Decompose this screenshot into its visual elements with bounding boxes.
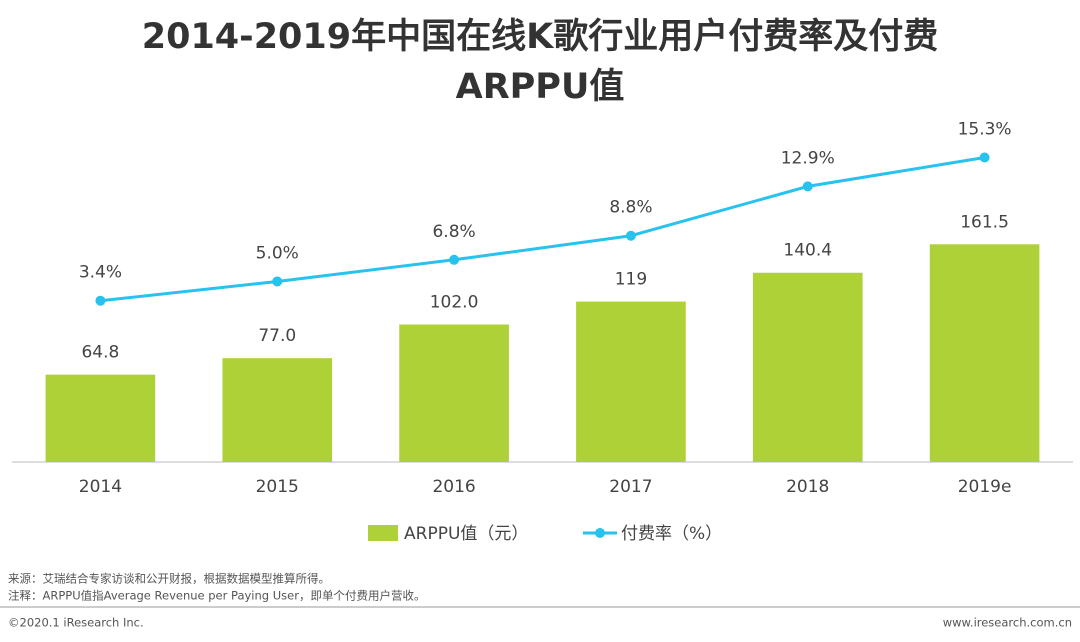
data-label: 161.5 [960,212,1009,232]
legend-swatch [595,528,605,538]
bar [45,374,156,462]
x-tick-label: 2018 [786,477,829,497]
x-tick-label: 2014 [79,477,122,497]
point [802,181,813,192]
legend-swatch [368,525,398,541]
data-label: 77.0 [258,326,296,346]
data-label: 5.0% [256,243,299,263]
data-label: 3.4% [79,263,122,283]
bar [576,301,686,462]
data-label: 140.4 [783,241,832,261]
bar [752,272,863,462]
x-tick-label: 2017 [609,477,652,497]
x-tick-label: 2015 [256,477,299,497]
data-label: 15.3% [958,119,1012,139]
data-label: 8.8% [609,198,652,218]
data-label: 64.8 [81,343,119,363]
note: 来源：艾瑞结合专家访谈和公开财报，根据数据模型推算所得。 [8,572,330,586]
point [449,254,460,265]
legend-label: 付费率（%） [621,524,722,544]
data-label: 119 [615,270,647,290]
bar [399,324,509,462]
line [100,156,985,303]
point [95,295,106,306]
note: 注释：ARPPU值指Average Revenue per Paying Use… [8,589,425,603]
data-label: 12.9% [781,148,835,168]
x-tick-label: 2019e [958,477,1012,497]
point [979,152,990,163]
data-label: 102.0 [430,293,479,313]
footer: ©2020.1 iResearch Inc. [8,616,144,630]
point [625,230,636,241]
bar [929,244,1040,462]
bar [222,358,333,462]
data-label: 6.8% [432,222,475,242]
footer: www.iresearch.com.cn [943,616,1072,630]
x-tick-label: 2016 [432,477,475,497]
point [272,276,283,287]
legend-label: ARPPU值（元） [404,524,528,544]
chart-title: 2014-2019年中国在线K歌行业用户付费率及付费ARPPU值 [141,17,939,107]
